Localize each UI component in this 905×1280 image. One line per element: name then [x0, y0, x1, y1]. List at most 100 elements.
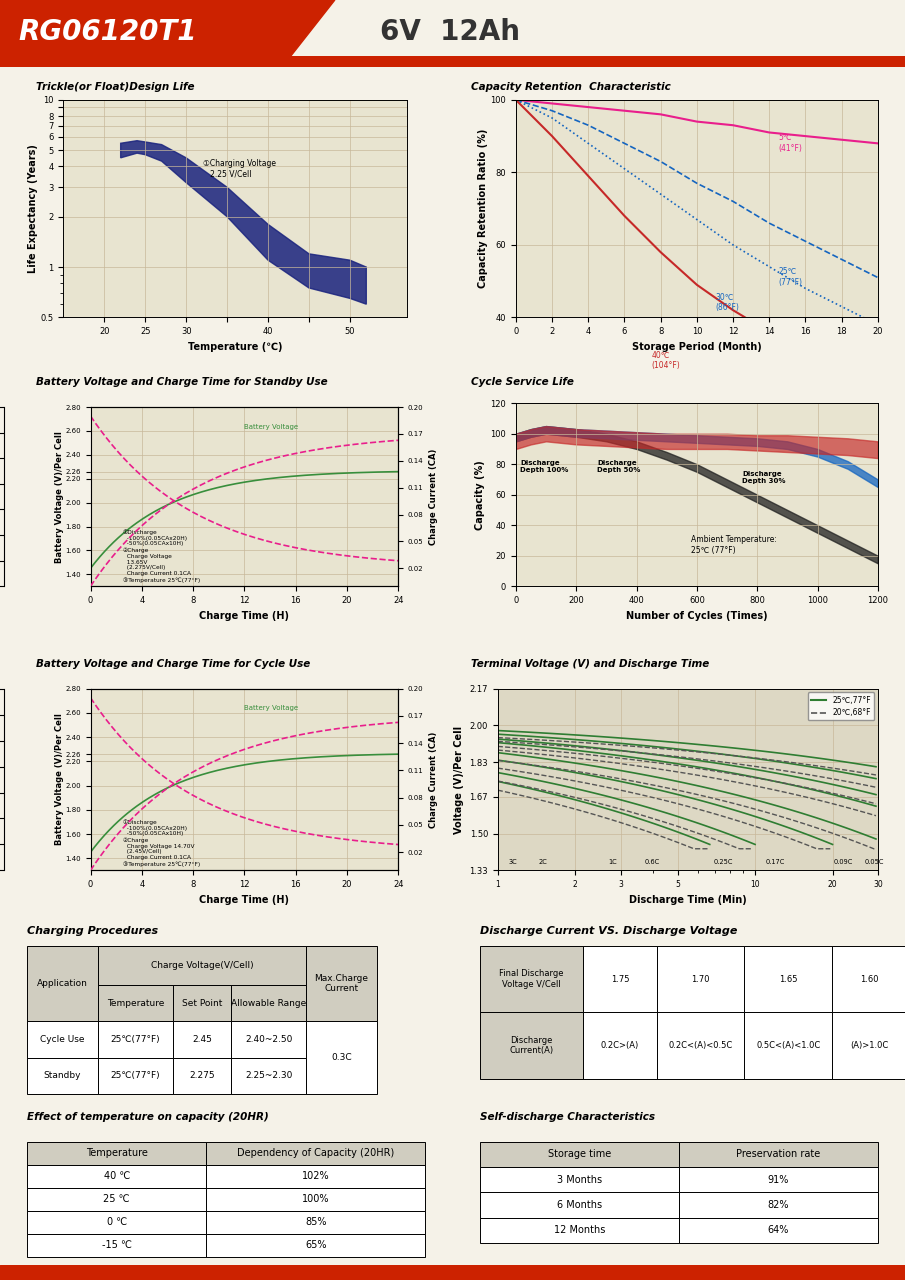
- FancyBboxPatch shape: [679, 1192, 878, 1217]
- Text: Preservation rate: Preservation rate: [736, 1149, 821, 1160]
- Text: 102%: 102%: [302, 1171, 329, 1181]
- FancyBboxPatch shape: [206, 1165, 425, 1188]
- Text: 0.05C: 0.05C: [864, 859, 884, 865]
- FancyBboxPatch shape: [583, 946, 657, 1012]
- FancyBboxPatch shape: [583, 1012, 657, 1079]
- Text: 82%: 82%: [767, 1199, 789, 1210]
- X-axis label: Charge Time (H): Charge Time (H): [199, 611, 290, 621]
- Text: Discharge Current VS. Discharge Voltage: Discharge Current VS. Discharge Voltage: [480, 927, 737, 937]
- Text: 30℃
(86°F): 30℃ (86°F): [715, 293, 738, 312]
- FancyBboxPatch shape: [27, 1234, 206, 1257]
- Y-axis label: Battery Voltage (V)/Per Cell: Battery Voltage (V)/Per Cell: [54, 713, 63, 846]
- Text: Discharge
Depth 50%: Discharge Depth 50%: [597, 460, 641, 472]
- Text: Battery Voltage and Charge Time for Cycle Use: Battery Voltage and Charge Time for Cycl…: [36, 659, 310, 669]
- Text: Capacity Retention  Characteristic: Capacity Retention Characteristic: [471, 82, 671, 92]
- Y-axis label: Charge Current (CA): Charge Current (CA): [429, 731, 438, 828]
- Y-axis label: Charge Current (CA): Charge Current (CA): [429, 448, 438, 545]
- Text: Battery Voltage and Charge Time for Standby Use: Battery Voltage and Charge Time for Stan…: [36, 378, 328, 388]
- FancyBboxPatch shape: [679, 1167, 878, 1192]
- Text: 25℃(77°F): 25℃(77°F): [110, 1071, 160, 1080]
- FancyBboxPatch shape: [231, 986, 306, 1021]
- Text: 40 ℃: 40 ℃: [103, 1171, 130, 1181]
- FancyBboxPatch shape: [231, 1057, 306, 1094]
- FancyBboxPatch shape: [480, 1142, 679, 1167]
- FancyBboxPatch shape: [206, 1234, 425, 1257]
- FancyBboxPatch shape: [480, 1217, 679, 1243]
- FancyBboxPatch shape: [27, 1021, 98, 1057]
- Text: 0.25C: 0.25C: [713, 859, 733, 865]
- FancyBboxPatch shape: [657, 1012, 745, 1079]
- Text: 12 Months: 12 Months: [554, 1225, 605, 1235]
- Text: 25 ℃: 25 ℃: [103, 1194, 130, 1204]
- FancyBboxPatch shape: [306, 946, 376, 1021]
- Text: 64%: 64%: [767, 1225, 789, 1235]
- Text: 2.275: 2.275: [189, 1071, 214, 1080]
- Text: Storage time: Storage time: [548, 1149, 611, 1160]
- Text: ①Discharge
  -100%(0.05CAx20H)
  -50%(0.05CAx10H)
②Charge
  Charge Voltage 14.70: ①Discharge -100%(0.05CAx20H) -50%(0.05CA…: [122, 819, 200, 867]
- Text: 1.75: 1.75: [611, 974, 629, 983]
- FancyBboxPatch shape: [480, 1012, 583, 1079]
- Y-axis label: Capacity (%): Capacity (%): [475, 460, 485, 530]
- Text: Standby: Standby: [43, 1071, 81, 1080]
- Legend: 25℃,77°F, 20℃,68°F: 25℃,77°F, 20℃,68°F: [808, 692, 874, 721]
- Text: 3 Months: 3 Months: [557, 1175, 602, 1184]
- Text: 0.09C: 0.09C: [834, 859, 853, 865]
- Text: 1.60: 1.60: [860, 974, 878, 983]
- Text: Charge Voltage(V/Cell): Charge Voltage(V/Cell): [151, 961, 253, 970]
- Text: Charging Procedures: Charging Procedures: [27, 927, 158, 937]
- Text: Discharge
Current(A): Discharge Current(A): [510, 1036, 554, 1055]
- Text: Final Discharge
Voltage V/Cell: Final Discharge Voltage V/Cell: [500, 969, 564, 989]
- Text: 0.2C>(A): 0.2C>(A): [601, 1041, 639, 1050]
- Text: Application: Application: [37, 979, 88, 988]
- FancyBboxPatch shape: [745, 946, 832, 1012]
- FancyBboxPatch shape: [27, 1165, 206, 1188]
- FancyBboxPatch shape: [480, 1167, 679, 1192]
- FancyBboxPatch shape: [27, 1142, 206, 1165]
- Text: ①Discharge
  -100%(0.05CAx20H)
  -50%(0.05CAx10H)
②Charge
  Charge Voltage
  13.: ①Discharge -100%(0.05CAx20H) -50%(0.05CA…: [122, 530, 200, 582]
- Text: Discharge
Depth 30%: Discharge Depth 30%: [742, 471, 786, 484]
- FancyBboxPatch shape: [173, 986, 231, 1021]
- Text: Trickle(or Float)Design Life: Trickle(or Float)Design Life: [36, 82, 195, 92]
- Text: RG06120T1: RG06120T1: [18, 18, 196, 46]
- FancyBboxPatch shape: [98, 946, 306, 986]
- FancyBboxPatch shape: [173, 1057, 231, 1094]
- Text: Self-discharge Characteristics: Self-discharge Characteristics: [480, 1112, 654, 1123]
- Text: 2C: 2C: [538, 859, 548, 865]
- FancyBboxPatch shape: [832, 1012, 905, 1079]
- Text: Temperature: Temperature: [86, 1148, 148, 1158]
- Polygon shape: [120, 141, 367, 305]
- FancyBboxPatch shape: [206, 1211, 425, 1234]
- FancyBboxPatch shape: [27, 1188, 206, 1211]
- Text: 1.65: 1.65: [779, 974, 797, 983]
- Y-axis label: Capacity Retention Ratio (%): Capacity Retention Ratio (%): [478, 129, 488, 288]
- Text: 1C: 1C: [608, 859, 617, 865]
- Text: 6 Months: 6 Months: [557, 1199, 602, 1210]
- Text: 0.5C<(A)<1.0C: 0.5C<(A)<1.0C: [757, 1041, 820, 1050]
- X-axis label: Charge Time (H): Charge Time (H): [199, 895, 290, 905]
- Text: 6V  12Ah: 6V 12Ah: [380, 18, 520, 46]
- FancyBboxPatch shape: [98, 1021, 173, 1057]
- Y-axis label: Battery Voltage (V)/Per Cell: Battery Voltage (V)/Per Cell: [54, 430, 63, 563]
- Text: 3C: 3C: [509, 859, 518, 865]
- Text: 0.2C<(A)<0.5C: 0.2C<(A)<0.5C: [669, 1041, 733, 1050]
- Text: (A)>1.0C: (A)>1.0C: [850, 1041, 888, 1050]
- FancyBboxPatch shape: [206, 1142, 425, 1165]
- Text: Discharge
Depth 100%: Discharge Depth 100%: [520, 460, 568, 472]
- FancyBboxPatch shape: [98, 1057, 173, 1094]
- Text: 0.17C: 0.17C: [766, 859, 786, 865]
- X-axis label: Storage Period (Month): Storage Period (Month): [632, 342, 762, 352]
- FancyBboxPatch shape: [745, 1012, 832, 1079]
- Text: 2.45: 2.45: [192, 1036, 212, 1044]
- Text: 100%: 100%: [302, 1194, 329, 1204]
- Text: 2.40~2.50: 2.40~2.50: [245, 1036, 292, 1044]
- FancyBboxPatch shape: [98, 986, 173, 1021]
- Text: 5℃
(41°F): 5℃ (41°F): [778, 133, 802, 152]
- Text: -15 ℃: -15 ℃: [101, 1240, 132, 1251]
- Text: 40℃
(104°F): 40℃ (104°F): [652, 351, 681, 370]
- Text: 2.25~2.30: 2.25~2.30: [245, 1071, 292, 1080]
- Text: 85%: 85%: [305, 1217, 327, 1228]
- Y-axis label: Life Expectancy (Years): Life Expectancy (Years): [28, 145, 38, 273]
- Text: Max.Charge
Current: Max.Charge Current: [314, 974, 368, 993]
- Polygon shape: [0, 0, 335, 58]
- Text: Cycle Use: Cycle Use: [41, 1036, 85, 1044]
